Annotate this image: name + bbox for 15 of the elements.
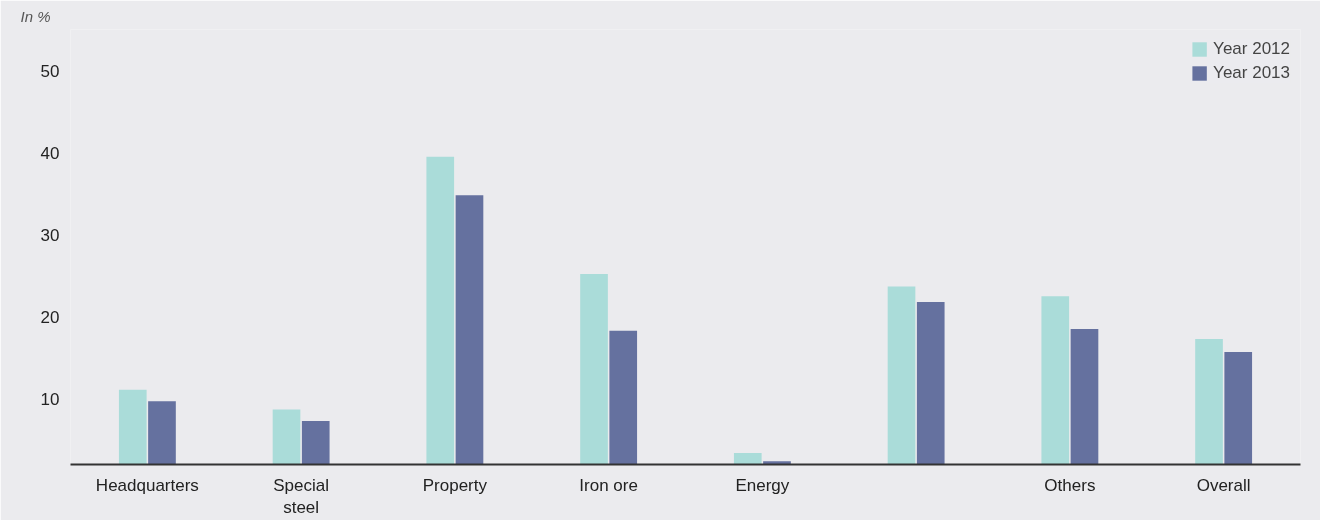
x-tick-label: Overall	[1196, 475, 1251, 495]
x-tick-label: Property	[422, 475, 488, 495]
x-tick-label: Headquarters	[95, 475, 199, 495]
x-tick-label: Others	[1044, 475, 1096, 495]
y-axis-title: In %	[20, 7, 51, 25]
y-tick-label: 20	[40, 307, 60, 327]
legend-label: Year 2012	[1213, 39, 1290, 59]
legend-label: Year 2013	[1213, 63, 1290, 83]
x-tick-label: Special steel	[273, 475, 330, 518]
y-tick-label: 30	[40, 225, 60, 245]
y-tick-label: 50	[40, 61, 60, 81]
y-tick-label: 40	[40, 143, 60, 163]
x-tick-label: Iron ore	[579, 475, 638, 495]
x-tick-label: Energy	[735, 475, 790, 495]
y-tick-label: 10	[40, 389, 60, 409]
